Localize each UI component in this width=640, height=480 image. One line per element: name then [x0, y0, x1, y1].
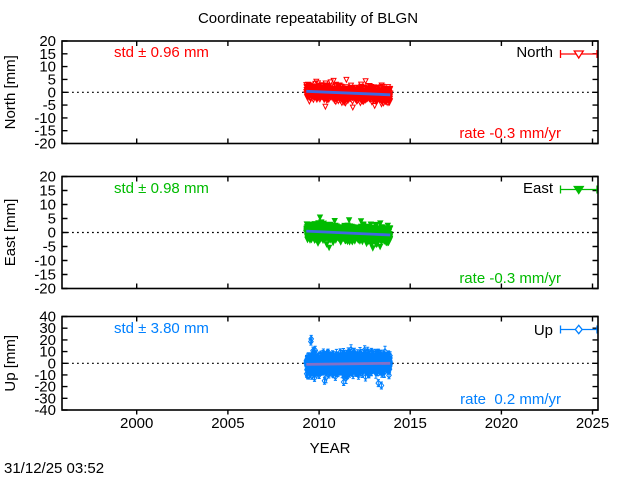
x-axis-title: YEAR	[309, 440, 351, 457]
legend-label-up: Up	[533, 322, 553, 339]
y-tick-label-north: -15	[34, 123, 56, 140]
x-tick-label: 2015	[394, 415, 427, 432]
y-tick-label-north: -20	[34, 136, 56, 153]
y-tick-label-east: 15	[39, 183, 56, 200]
y-tick-label-east: 5	[48, 211, 56, 228]
timestamp: 31/12/25 03:52	[4, 460, 105, 477]
y-tick-label-up: 10	[39, 344, 56, 361]
y-tick-label-north: 15	[39, 46, 56, 63]
rate-label-up: rate 0.2 mm/yr	[460, 391, 561, 408]
std-label-east: std ± 0.98 mm	[114, 180, 209, 197]
x-tick-label: 2005	[211, 415, 244, 432]
y-tick-label-north: 10	[39, 59, 56, 76]
legend-label-north: North	[516, 44, 553, 61]
std-label-north: std ± 0.96 mm	[114, 44, 209, 61]
rate-label-north: rate -0.3 mm/yr	[459, 125, 561, 142]
y-tick-label-east: 20	[39, 169, 56, 186]
y-tick-label-up: -20	[34, 379, 56, 396]
x-tick-label: 2020	[485, 415, 518, 432]
y-tick-label-up: -10	[34, 367, 56, 384]
chart-title: Coordinate repeatability of BLGN	[197, 10, 419, 27]
y-tick-label-east: -10	[34, 253, 56, 270]
y-tick-label-north: 0	[48, 84, 56, 101]
panel-frame-north	[61, 40, 599, 145]
y-axis-label-north: North [mm]	[2, 55, 19, 129]
trend-line-up	[306, 361, 391, 366]
x-tick-label: 2025	[576, 415, 609, 432]
y-tick-label-up: 0	[48, 355, 56, 372]
y-tick-label-east: -20	[34, 281, 56, 298]
rate-label-east: rate -0.3 mm/yr	[459, 270, 561, 287]
y-axis-label-up: Up [mm]	[2, 335, 19, 392]
y-axis-label-east: East [mm]	[2, 199, 19, 267]
legend-label-east: East	[522, 180, 553, 197]
y-tick-label-up: -40	[34, 402, 56, 419]
legend-glyph-marker-east	[573, 185, 585, 195]
y-tick-label-east: 0	[48, 225, 56, 242]
legend-glyph-marker-north	[573, 50, 585, 60]
y-tick-label-up: 30	[39, 320, 56, 337]
y-tick-label-east: -5	[43, 239, 56, 256]
y-tick-label-north: 5	[48, 71, 56, 88]
y-tick-label-up: 40	[39, 309, 56, 326]
x-tick-label: 2000	[120, 415, 153, 432]
y-tick-label-east: 10	[39, 197, 56, 214]
y-tick-label-north: 20	[39, 33, 56, 50]
y-tick-label-up: 20	[39, 332, 56, 349]
trend-line-north	[306, 89, 391, 97]
y-tick-label-east: -15	[34, 267, 56, 284]
y-tick-label-up: -30	[34, 390, 56, 407]
panel-frame-east	[61, 175, 599, 290]
y-tick-label-north: -10	[34, 110, 56, 127]
x-tick-label: 2010	[302, 415, 335, 432]
legend-glyph-marker-up	[574, 324, 583, 335]
std-label-up: std ± 3.80 mm	[114, 320, 209, 337]
trend-line-east	[306, 229, 391, 237]
y-tick-label-north: -5	[43, 97, 56, 114]
panel-frame-up	[61, 315, 599, 411]
